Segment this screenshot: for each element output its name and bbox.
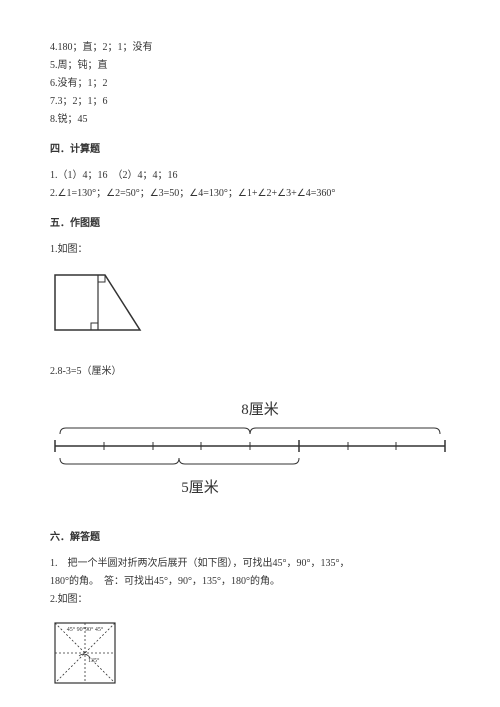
square-angles-figure: 45° 90°90° 45° 135°	[50, 618, 450, 694]
calc-q2: 2.∠1=130°；∠2=50°；∠3=50；∠4=130°；∠1+∠2+∠3+…	[50, 186, 450, 202]
draw-q2: 2.8-3=5（厘米）	[50, 364, 450, 380]
trapezoid-figure	[50, 270, 450, 346]
list-item-7: 7.3；2；1；6	[50, 94, 450, 110]
answer-q2: 2.如图：	[50, 592, 450, 608]
section-title-4: 四．计算题	[50, 142, 450, 158]
trapezoid-icon	[50, 270, 150, 340]
list-item-4: 4.180；直；2；1；没有	[50, 40, 450, 56]
section-title-6: 六．解答题	[50, 530, 450, 546]
calc-q1: 1.（1）4；16 （2）4；4；16	[50, 168, 450, 184]
draw-q1: 1.如图：	[50, 242, 450, 258]
answer-q1-line2: 180°的角。 答：可找出45°，90°，135°，180°的角。	[50, 574, 450, 590]
ruler-label-5cm: 5厘米	[50, 476, 450, 500]
ruler-figure: 8厘米 5厘米	[50, 398, 450, 500]
list-item-5: 5.周；钝；直	[50, 58, 450, 74]
section-title-5: 五．作图题	[50, 216, 450, 232]
svg-text:135°: 135°	[88, 657, 100, 664]
list-item-8: 8.锐；45	[50, 112, 450, 128]
list-item-6: 6.没有；1；2	[50, 76, 450, 92]
ruler-label-8cm: 8厘米	[50, 398, 450, 422]
ruler-icon	[50, 426, 450, 466]
svg-text:45° 90°90° 45°: 45° 90°90° 45°	[67, 626, 104, 633]
square-angles-icon: 45° 90°90° 45° 135°	[50, 618, 120, 688]
answer-q1-line1: 1. 把一个半圆对折两次后展开（如下图），可找出45°，90°，135°，	[50, 556, 450, 572]
